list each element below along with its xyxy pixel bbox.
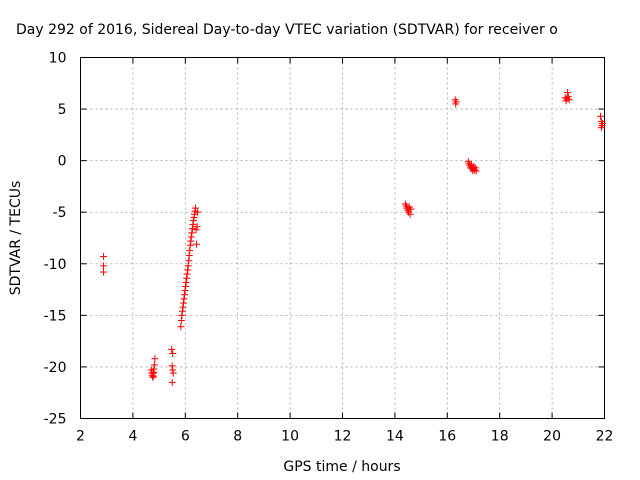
data-point — [178, 311, 186, 319]
data-point — [186, 241, 194, 249]
data-point — [100, 262, 108, 270]
x-tick-label: 8 — [233, 429, 242, 445]
y-tick-label: 10 — [49, 51, 67, 67]
x-tick-label: 10 — [281, 429, 299, 445]
data-point — [188, 229, 196, 237]
x-tick-label: 16 — [438, 429, 456, 445]
y-tick-label: -10 — [44, 257, 67, 273]
data-point — [189, 221, 197, 229]
data-point — [185, 257, 193, 265]
data-point — [169, 350, 177, 358]
x-tick-label: 18 — [491, 429, 509, 445]
y-tick-label: -15 — [44, 308, 67, 324]
y-tick-label: -5 — [53, 205, 67, 221]
data-point — [598, 120, 606, 128]
data-point — [190, 213, 198, 221]
data-point — [179, 299, 187, 307]
y-tick-label: -25 — [44, 412, 67, 428]
data-point — [149, 373, 157, 381]
data-point — [183, 274, 191, 282]
axis-ticks: 2 4 6 8 10 12 14 16 18 20 22 -25 -20 -15 -10 -5 0 5 10 — [44, 51, 614, 445]
data-point — [193, 240, 201, 248]
data-point — [193, 223, 201, 231]
data-point — [185, 252, 193, 260]
data-points — [100, 89, 606, 386]
data-point — [168, 345, 176, 353]
data-point — [180, 295, 188, 303]
data-point — [150, 369, 158, 377]
x-tick-label: 12 — [334, 429, 352, 445]
data-point — [470, 163, 478, 171]
data-point — [565, 96, 573, 104]
y-tick-label: 5 — [58, 102, 67, 118]
x-tick-label: 4 — [128, 429, 137, 445]
data-point — [151, 355, 159, 363]
x-axis-label: GPS time / hours — [283, 459, 400, 475]
data-point — [564, 93, 572, 101]
data-point — [168, 362, 176, 370]
y-axis-label: SDTVAR / TECUs — [8, 181, 24, 296]
data-point — [169, 369, 177, 377]
data-point — [183, 270, 191, 278]
data-point — [150, 361, 158, 369]
data-point — [192, 204, 200, 212]
data-point — [184, 266, 192, 274]
y-tick-label: -20 — [44, 360, 67, 376]
data-point — [178, 307, 186, 315]
data-point — [471, 164, 479, 172]
data-point — [100, 268, 108, 276]
x-tick-label: 14 — [386, 429, 404, 445]
data-point — [189, 216, 197, 224]
data-point — [149, 372, 157, 380]
data-point — [188, 225, 196, 233]
data-point — [182, 282, 190, 290]
data-point — [194, 208, 202, 216]
data-point — [561, 94, 569, 102]
data-point — [177, 323, 185, 331]
x-tick-label: 20 — [543, 429, 561, 445]
data-point — [452, 98, 460, 106]
x-tick-label: 22 — [596, 429, 614, 445]
chart-title: Day 292 of 2016, Sidereal Day-to-day VTE… — [16, 22, 558, 38]
data-point — [406, 210, 414, 218]
data-point — [100, 253, 108, 261]
data-point — [187, 233, 195, 241]
y-tick-label: 0 — [58, 154, 67, 170]
data-point — [564, 89, 572, 97]
data-point — [169, 366, 177, 374]
data-point — [186, 246, 194, 254]
data-point — [407, 205, 415, 213]
x-tick-label: 6 — [181, 429, 190, 445]
data-point — [182, 278, 190, 286]
plot-frame — [80, 57, 605, 419]
data-point — [472, 167, 480, 175]
data-point — [597, 112, 605, 120]
grid — [80, 57, 605, 419]
data-point — [187, 237, 195, 245]
data-point — [168, 378, 176, 386]
data-point — [192, 226, 200, 234]
data-point — [181, 287, 189, 295]
data-point — [179, 303, 187, 311]
data-point — [177, 317, 185, 325]
data-point — [181, 291, 189, 299]
data-point — [184, 262, 192, 270]
x-tick-label: 2 — [76, 429, 85, 445]
data-point — [597, 124, 605, 132]
